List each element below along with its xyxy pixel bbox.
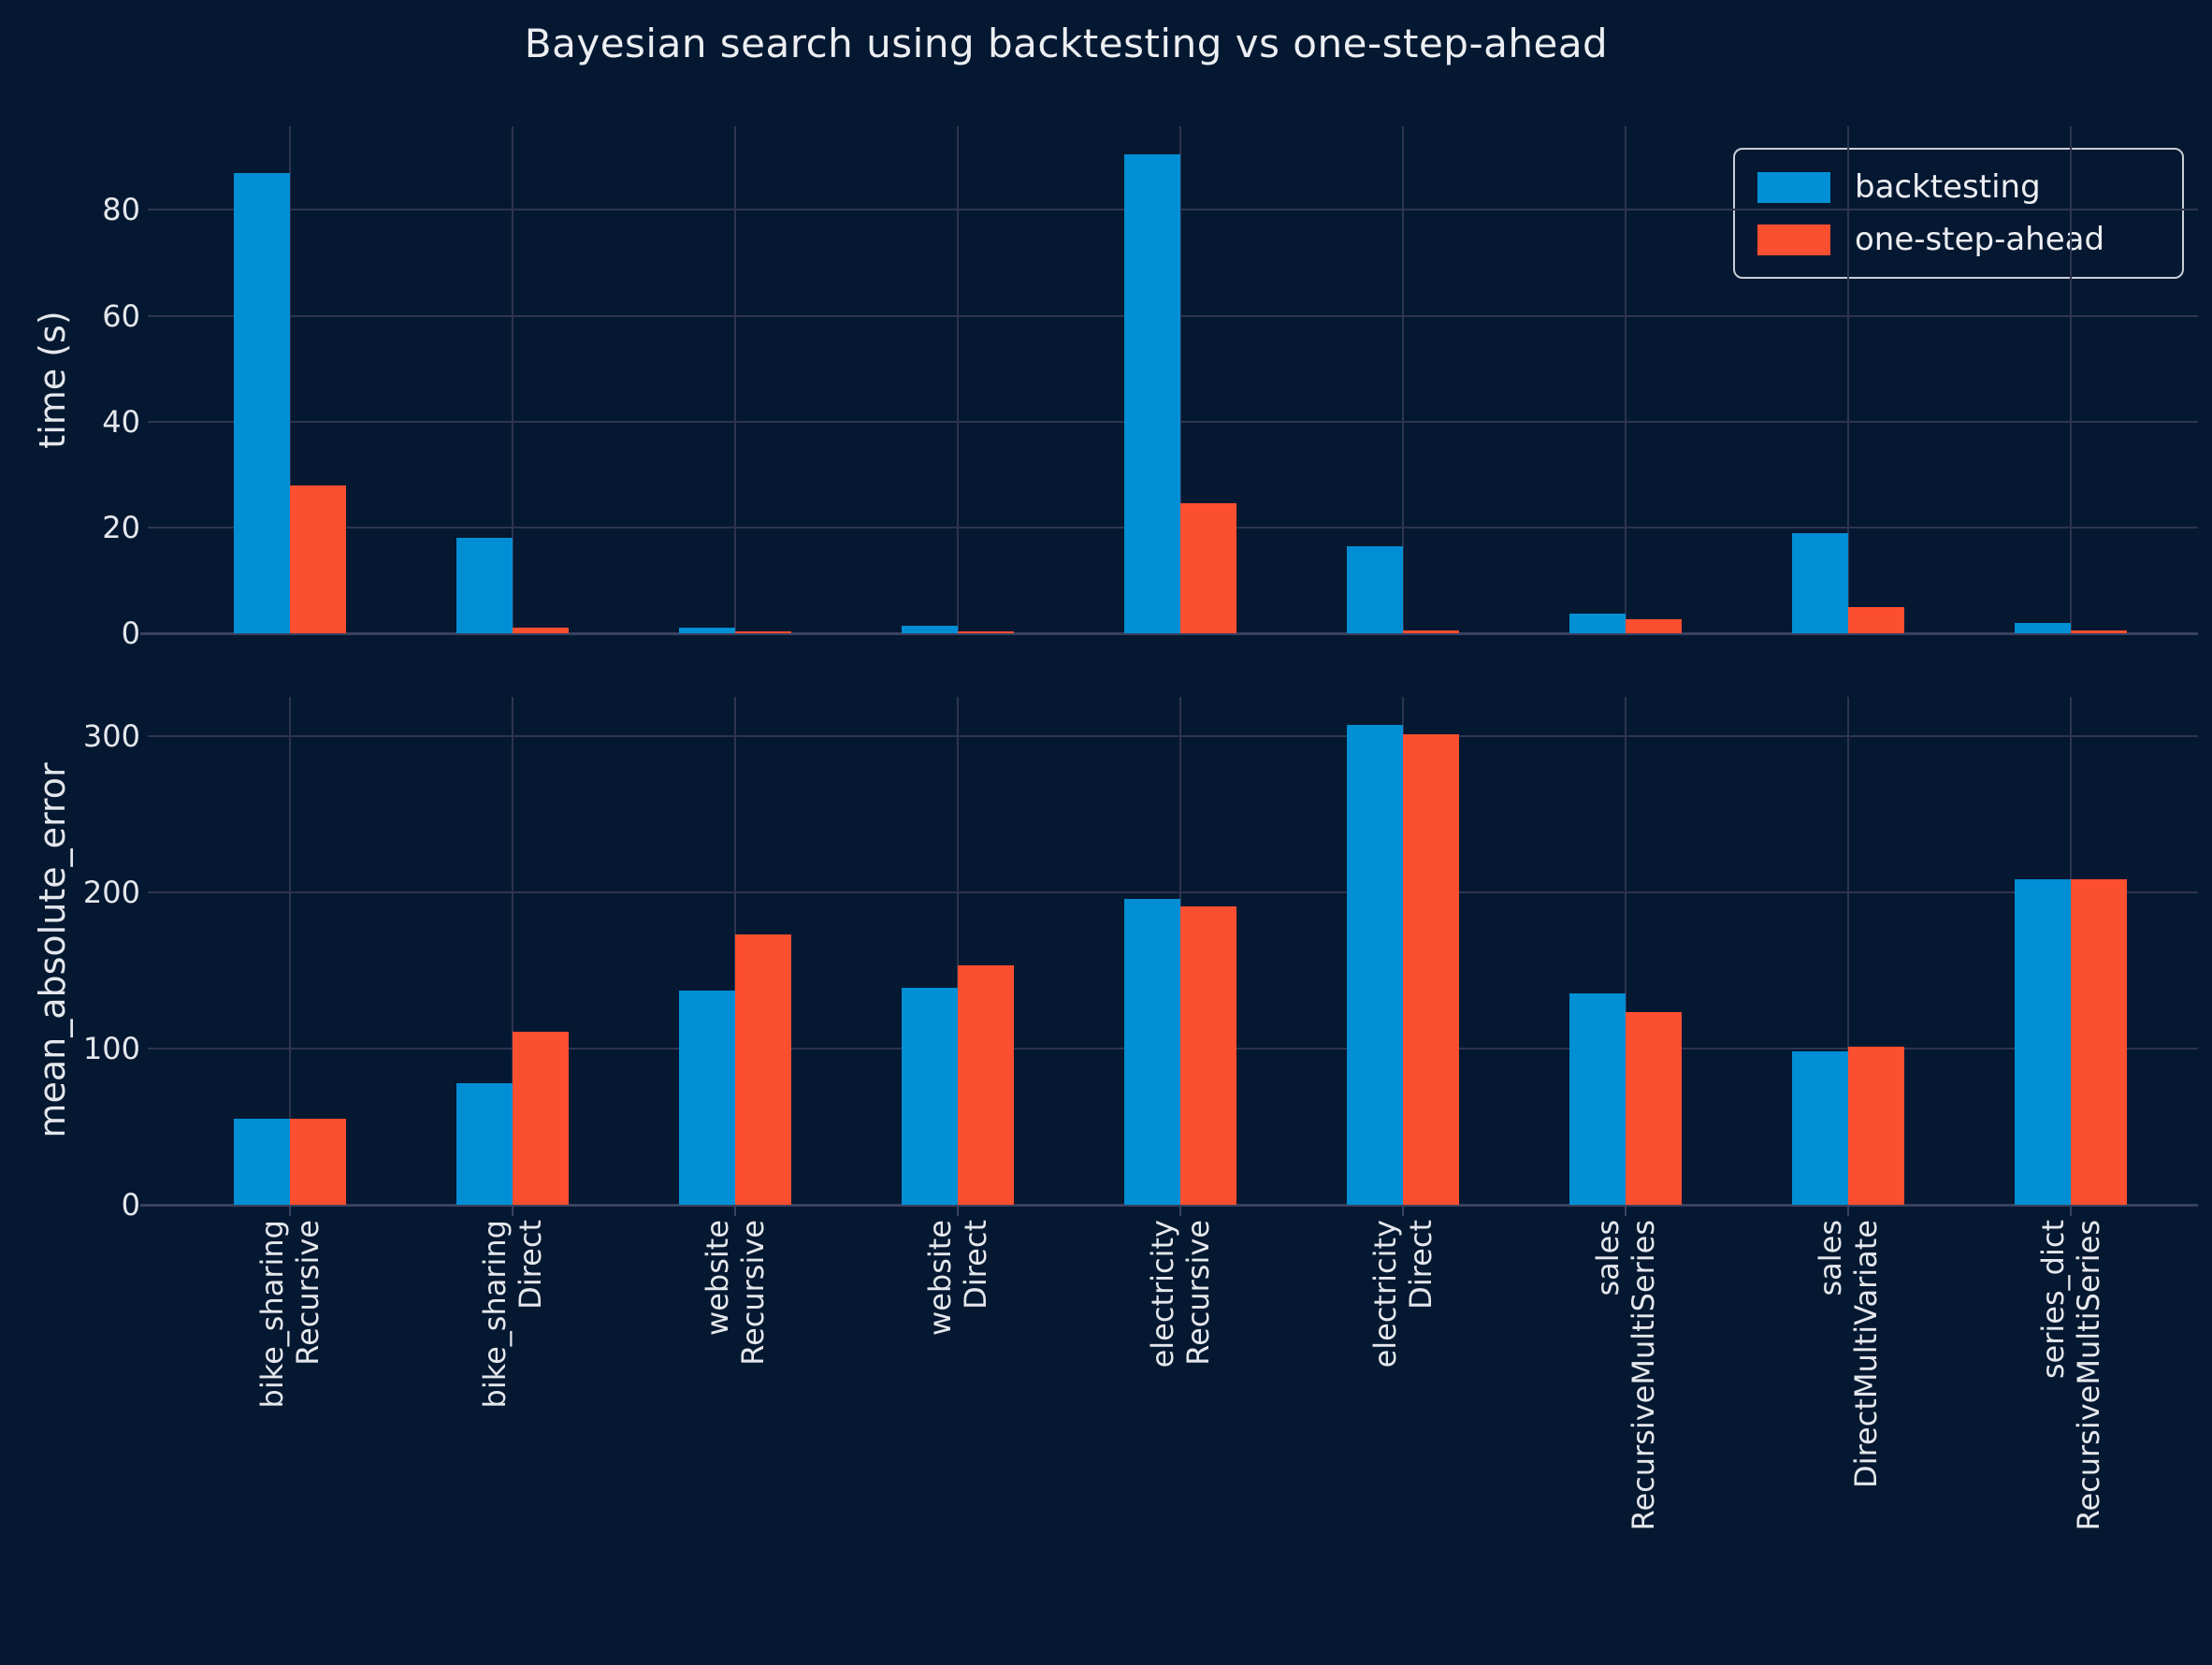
bar-one-step-ahead-5 xyxy=(1403,630,1459,633)
bar-backtesting-2 xyxy=(679,628,735,633)
bar-backtesting-1 xyxy=(456,538,513,633)
bar-one-step-ahead-8 xyxy=(2071,879,2127,1205)
bar-backtesting-2 xyxy=(679,991,735,1205)
bar-backtesting-3 xyxy=(902,625,958,633)
x-tick-label: website Direct xyxy=(922,1220,993,1336)
bar-backtesting-1 xyxy=(456,1082,513,1205)
y-tick-label: 200 xyxy=(82,874,140,910)
legend-entry-one-step-ahead: one-step-ahead xyxy=(1757,221,2160,258)
bar-backtesting-6 xyxy=(1569,614,1626,633)
y-tick-label: 80 xyxy=(102,192,140,228)
x-tick-label: website Recursive xyxy=(700,1220,771,1366)
bar-backtesting-4 xyxy=(1124,898,1180,1205)
legend-swatch-one-step-ahead xyxy=(1757,224,1830,255)
gridline xyxy=(148,734,2198,737)
bar-one-step-ahead-4 xyxy=(1180,905,1236,1205)
x-tick-mark xyxy=(289,1205,291,1216)
bar-one-step-ahead-7 xyxy=(1848,1047,1904,1205)
gridline xyxy=(512,126,513,633)
bar-one-step-ahead-2 xyxy=(735,631,791,633)
bar-backtesting-5 xyxy=(1347,725,1403,1205)
bar-backtesting-8 xyxy=(2015,622,2071,633)
x-axis-line xyxy=(140,632,2198,635)
bar-one-step-ahead-0 xyxy=(290,1119,346,1205)
gridline xyxy=(1847,697,1849,1205)
x-tick-label: sales DirectMultiVariate xyxy=(1813,1220,1884,1488)
y-axis-label-mae: mean_absolute_error xyxy=(32,762,73,1138)
gridline xyxy=(1402,126,1404,633)
gridline xyxy=(1625,697,1626,1205)
bar-one-step-ahead-6 xyxy=(1626,1012,1682,1205)
gridline xyxy=(1179,126,1181,633)
gridline xyxy=(289,126,291,633)
x-axis-line xyxy=(140,1204,2198,1207)
gridline xyxy=(289,697,291,1205)
gridline xyxy=(734,126,736,633)
x-tick-label: series_dict RecursiveMultiSeries xyxy=(2035,1220,2106,1531)
bar-one-step-ahead-2 xyxy=(735,934,791,1205)
gridline xyxy=(1625,126,1626,633)
x-tick-mark xyxy=(2070,1205,2072,1216)
y-tick-label: 20 xyxy=(102,509,140,545)
gridline xyxy=(148,890,2198,893)
bar-backtesting-7 xyxy=(1792,532,1848,633)
x-tick-mark xyxy=(1847,1205,1849,1216)
gridline xyxy=(1847,126,1849,633)
legend-entry-backtesting: backtesting xyxy=(1757,168,2160,206)
gridline xyxy=(2070,126,2072,633)
x-tick-mark xyxy=(1625,1205,1626,1216)
y-tick-label: 300 xyxy=(82,717,140,754)
x-tick-mark xyxy=(512,1205,513,1216)
bar-one-step-ahead-3 xyxy=(958,965,1014,1205)
x-tick-label: electricity Direct xyxy=(1367,1220,1439,1368)
bar-backtesting-4 xyxy=(1124,153,1180,633)
bar-one-step-ahead-5 xyxy=(1403,734,1459,1205)
y-tick-label: 0 xyxy=(121,1187,140,1223)
bar-one-step-ahead-1 xyxy=(513,1031,569,1205)
y-tick-label: 0 xyxy=(121,615,140,651)
bar-backtesting-7 xyxy=(1792,1051,1848,1205)
x-tick-label: bike_sharing Recursive xyxy=(254,1220,325,1409)
y-tick-label: 60 xyxy=(102,297,140,334)
x-tick-label: bike_sharing Direct xyxy=(477,1220,548,1409)
legend-label: one-step-ahead xyxy=(1855,221,2105,258)
x-tick-mark xyxy=(1402,1205,1404,1216)
bar-backtesting-0 xyxy=(234,1119,290,1205)
bar-backtesting-5 xyxy=(1347,545,1403,633)
bar-backtesting-8 xyxy=(2015,879,2071,1205)
y-tick-label: 40 xyxy=(102,403,140,440)
x-tick-mark xyxy=(957,1205,959,1216)
legend-swatch-backtesting xyxy=(1757,171,1830,203)
gridline xyxy=(512,697,513,1205)
bar-one-step-ahead-4 xyxy=(1180,503,1236,633)
x-tick-label: sales RecursiveMultiSeries xyxy=(1590,1220,1661,1531)
bar-one-step-ahead-1 xyxy=(513,628,569,633)
bar-one-step-ahead-6 xyxy=(1626,618,1682,633)
legend-label: backtesting xyxy=(1855,168,2041,206)
bar-one-step-ahead-7 xyxy=(1848,606,1904,633)
legend: backtesting one-step-ahead xyxy=(1733,148,2184,279)
x-tick-mark xyxy=(734,1205,736,1216)
y-tick-label: 100 xyxy=(82,1030,140,1066)
bar-one-step-ahead-0 xyxy=(290,485,346,633)
chart-title: Bayesian search using backtesting vs one… xyxy=(524,21,1609,66)
x-tick-mark xyxy=(1179,1205,1181,1216)
bar-backtesting-0 xyxy=(234,172,290,633)
gridline xyxy=(957,126,959,633)
gridline xyxy=(957,697,959,1205)
bar-backtesting-3 xyxy=(902,987,958,1205)
bar-backtesting-6 xyxy=(1569,993,1626,1205)
bar-one-step-ahead-3 xyxy=(958,631,1014,633)
bar-one-step-ahead-8 xyxy=(2071,630,2127,633)
x-tick-label: electricity Recursive xyxy=(1145,1220,1216,1368)
